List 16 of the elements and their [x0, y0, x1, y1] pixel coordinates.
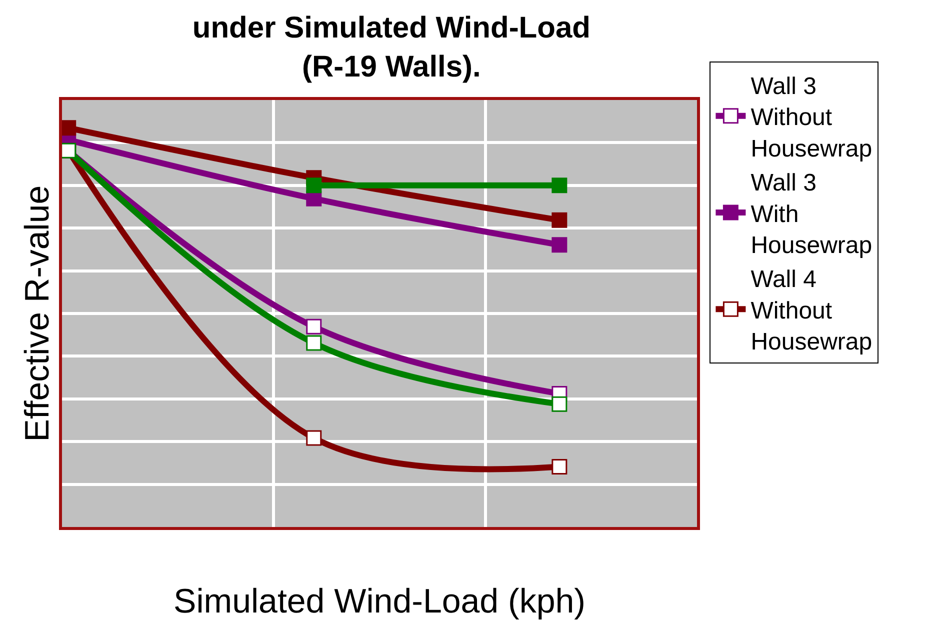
- point: [306, 335, 322, 351]
- point: [552, 237, 568, 253]
- x-axis-title: Simulated Wind-Load (kph): [174, 582, 586, 620]
- point: [552, 212, 568, 228]
- chart-title: under Simulated Wind-Load (R-19 Walls).: [192, 11, 590, 84]
- point: [552, 396, 568, 412]
- point: [306, 318, 322, 334]
- point: [306, 430, 322, 446]
- point: [306, 178, 322, 194]
- point: [62, 120, 76, 136]
- legend-label: Wall 4 Without Housewrap: [750, 266, 872, 356]
- point: [552, 178, 568, 194]
- legend-label: Wall 3 With Housewrap: [750, 170, 872, 260]
- legend-label: Wall 3 Without Housewrap: [750, 73, 872, 162]
- y-axis-title: Effective R-value: [18, 185, 57, 442]
- point: [552, 458, 568, 474]
